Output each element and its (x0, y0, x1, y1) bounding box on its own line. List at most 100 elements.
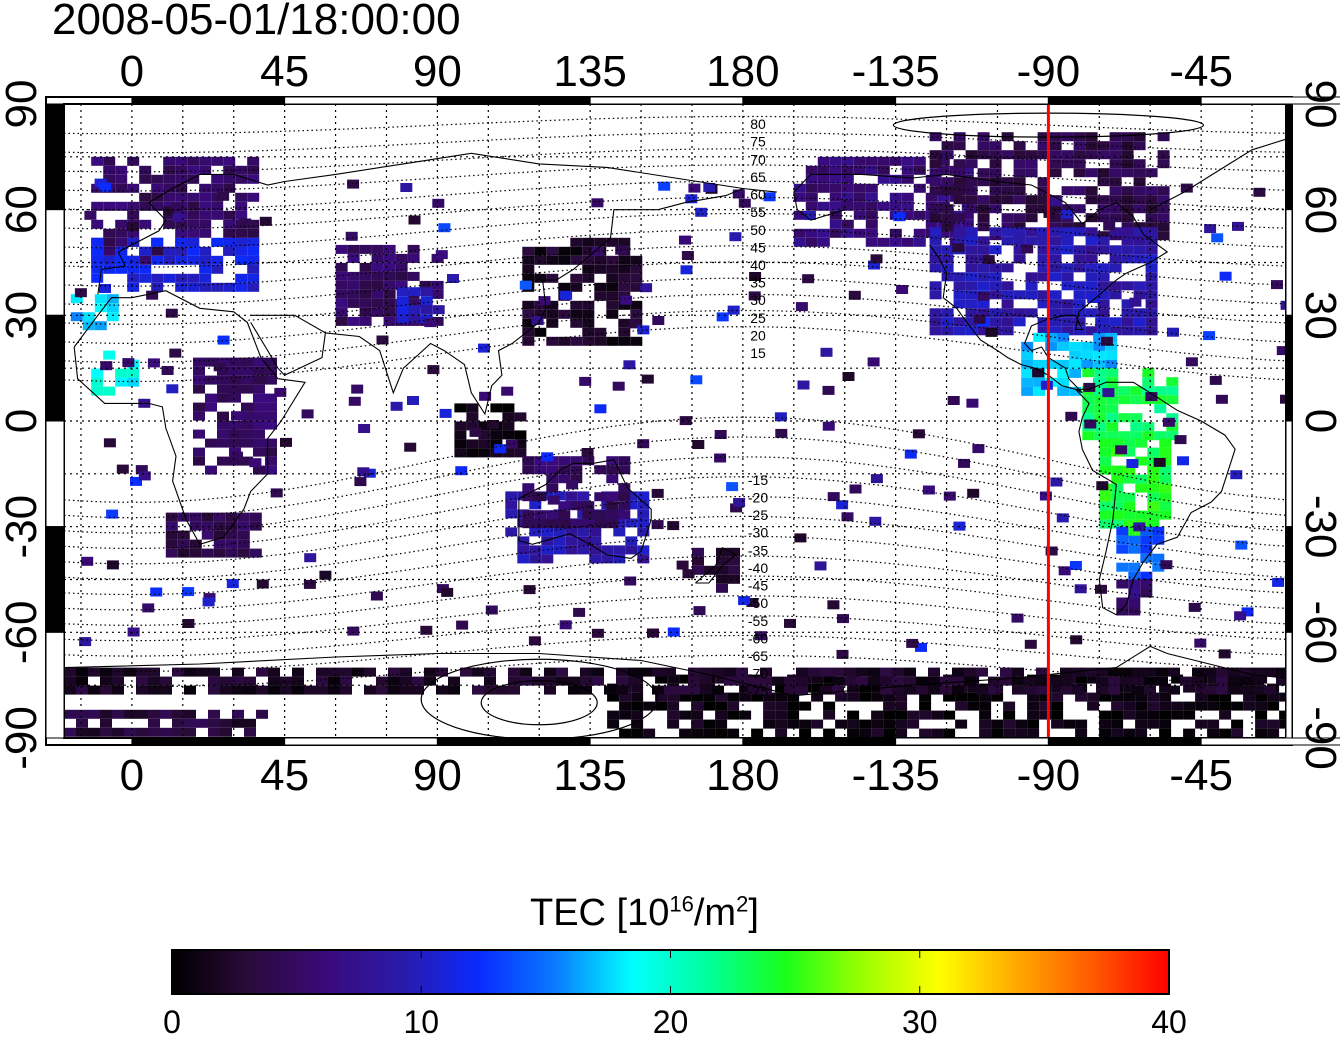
tec-cell (799, 701, 812, 711)
tec-cell (395, 262, 408, 272)
tec-cell (256, 667, 268, 677)
tec-cell (1123, 492, 1136, 502)
tec-cell (147, 358, 160, 368)
tec-cell (199, 219, 212, 229)
tec-cell (148, 676, 160, 686)
tec-cell (929, 308, 942, 318)
tec-cell (1264, 685, 1276, 695)
tec-cell (1000, 667, 1012, 677)
tec-cell (1109, 245, 1122, 255)
tec-cell (558, 255, 571, 265)
tec-cell (472, 685, 484, 695)
tec-cell (977, 195, 990, 205)
tec-cell (103, 246, 116, 256)
magnetic-contour (64, 180, 1286, 211)
tec-cell (364, 667, 376, 677)
tec-cell (1075, 728, 1088, 738)
tec-cell (187, 210, 200, 220)
tec-cell (929, 263, 942, 273)
tec-cell (1135, 728, 1148, 738)
tec-cell (977, 299, 990, 309)
tec-cell (1157, 213, 1170, 223)
left-lat-tick-label: -90 (0, 706, 46, 770)
tec-cell (805, 183, 818, 193)
tec-cell (91, 386, 104, 396)
tec-cell (541, 491, 554, 501)
tec-cell (1128, 562, 1141, 572)
tec-cell (901, 156, 914, 166)
tec-cell (901, 192, 914, 202)
magnetic-contour (64, 261, 1286, 306)
tec-cell (784, 676, 796, 686)
tec-cell (1085, 227, 1098, 237)
tec-cell (127, 264, 140, 274)
tec-cell (655, 674, 668, 684)
tec-cell (937, 156, 950, 166)
tec-cell (1183, 683, 1196, 693)
contour-label: 45 (750, 239, 766, 255)
tec-cell (454, 421, 467, 431)
tec-cell (715, 674, 728, 684)
tec-cell (383, 262, 396, 272)
tec-cell (1207, 728, 1220, 738)
tec-cell (589, 554, 602, 564)
coastline (929, 244, 1076, 390)
bottom-axis-bar-segment (589, 737, 744, 746)
tec-cell (865, 201, 878, 211)
tec-cell (941, 272, 954, 282)
tec-cell (1215, 394, 1228, 404)
tec-cell (292, 667, 304, 677)
tec-cell (965, 299, 978, 309)
tec-cell (1081, 341, 1094, 351)
tec-cell (558, 510, 571, 520)
tec-cell (606, 291, 619, 301)
tec-cell (688, 183, 701, 193)
tec-cell (1094, 368, 1107, 378)
tec-cell (972, 444, 985, 454)
tec-cell (1061, 204, 1074, 214)
tec-cell (1033, 359, 1046, 369)
tec-cell (1171, 674, 1184, 684)
tec-cell (136, 676, 148, 686)
tec-cell (514, 412, 527, 422)
tec-cell (127, 156, 140, 166)
tec-cell (354, 477, 367, 487)
tec-cell (359, 244, 372, 254)
tec-cell (88, 685, 100, 695)
tec-cell (328, 685, 340, 695)
tec-cell (199, 192, 212, 202)
tec-cell (1252, 676, 1264, 686)
tec-cell (976, 667, 988, 677)
tec-cell (247, 156, 260, 166)
tec-cell (211, 156, 224, 166)
tec-cell (1159, 465, 1172, 475)
tec-cell (859, 719, 872, 729)
tec-cell (919, 701, 932, 711)
tec-cell (244, 676, 256, 686)
tec-cell (1085, 186, 1098, 196)
tec-cell (358, 424, 371, 433)
colorbar-tick-label: 0 (163, 1004, 181, 1040)
right-axis-bar-segment (1285, 314, 1293, 422)
tec-cell (1142, 422, 1155, 432)
tec-cell (1013, 317, 1026, 327)
tec-cell (1036, 685, 1048, 695)
tec-cell (1121, 299, 1134, 309)
tec-cell (265, 357, 277, 367)
tec-cell (1108, 676, 1120, 686)
tec-cell (340, 685, 352, 695)
tec-cell (977, 291, 990, 301)
tec-cell (1116, 526, 1129, 536)
tec-cell (730, 503, 743, 513)
tec-cell (1219, 728, 1232, 738)
tec-cell (618, 255, 631, 265)
tec-cell (895, 728, 908, 738)
tec-cell (1061, 263, 1074, 273)
tec-cell (953, 281, 966, 291)
tec-cell (1147, 692, 1160, 702)
tec-cell (454, 403, 467, 413)
tec-cell (1012, 667, 1024, 677)
tec-cell (1057, 368, 1070, 378)
tec-cell (1106, 395, 1119, 405)
tec-cell (265, 366, 277, 376)
